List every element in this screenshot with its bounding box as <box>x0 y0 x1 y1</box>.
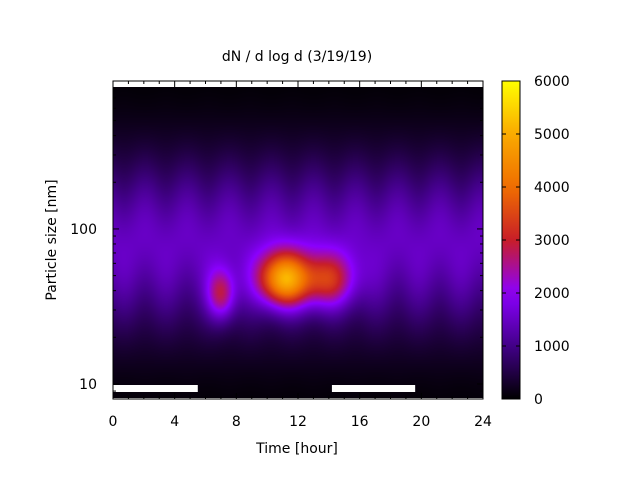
missing-data-gap-2 <box>372 385 416 392</box>
colorbar: 0 1000 2000 3000 4000 5000 6000 <box>501 74 570 408</box>
heatmap-plot-area <box>112 80 484 400</box>
y-axis: 10 100 <box>70 80 483 400</box>
chart-title: dN / d log d (3/19/19) <box>222 49 372 65</box>
colorbar-tick-label: 2000 <box>534 286 570 302</box>
colorbar-tick-label: 3000 <box>534 233 570 249</box>
x-tick-label: 12 <box>289 414 307 430</box>
colorbar-tick-label: 0 <box>534 392 543 408</box>
x-tick-label: 20 <box>412 414 430 430</box>
heatmap-image <box>113 87 483 398</box>
x-axis: 0 4 8 12 16 20 24 <box>109 81 492 430</box>
colorbar-tick-label: 1000 <box>534 339 570 355</box>
colorbar-tick-label: 4000 <box>534 180 570 196</box>
y-tick-label: 10 <box>79 377 97 393</box>
y-tick-label: 100 <box>70 222 97 238</box>
x-tick-label: 8 <box>232 414 241 430</box>
x-tick-label: 4 <box>170 414 179 430</box>
x-tick-label: 0 <box>109 414 118 430</box>
missing-data-gap-1 <box>331 385 372 392</box>
colorbar-tick-label: 6000 <box>534 74 570 90</box>
x-tick-label: 16 <box>351 414 369 430</box>
x-axis-label: Time [hour] <box>255 441 338 457</box>
missing-data-gap-0 <box>113 385 198 392</box>
colorbar-tick-label: 5000 <box>534 127 570 143</box>
y-axis-label: Particle size [nm] <box>44 179 60 300</box>
x-tick-label: 24 <box>474 414 492 430</box>
